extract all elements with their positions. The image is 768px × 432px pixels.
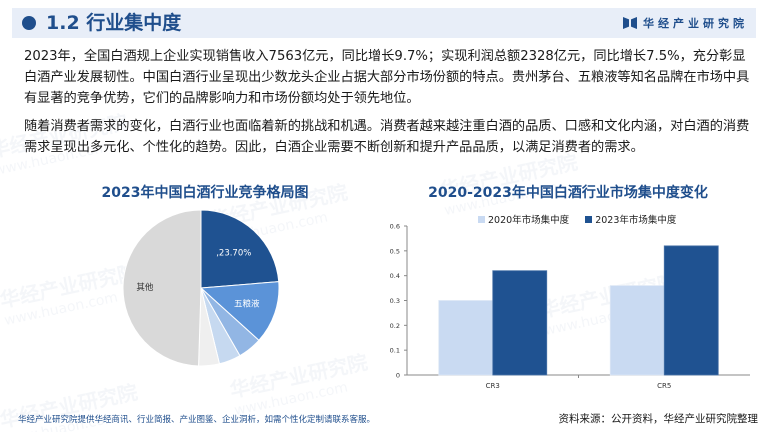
pie-slice — [199, 281, 280, 342]
legend-item-2023: 2023年市场集中度 — [585, 212, 676, 226]
bar-chart: 0 0.1 0.2 0.3 0.4 0.5 0.6 CR3 CR5 — [380, 220, 768, 400]
brand-name: 华经产业研究院 — [643, 17, 748, 30]
pie-slice-label: ,23.70% — [216, 248, 251, 258]
pie-slice-label: 五粮液 — [234, 299, 260, 310]
bar-cr3-0 — [438, 300, 494, 376]
y-tick-label: 0.4 — [390, 272, 400, 280]
body-paragraph-2: 随着消费者需求的变化，白酒行业也面临着新的挑战和机遇。消费者越来越注重白酒的品质… — [24, 119, 750, 155]
y-tick-label: 0.1 — [390, 347, 400, 355]
section-title: 1.2 行业集中度 — [46, 12, 182, 34]
pie-chart-svg: ,23.70% 五粮液 其他 — [122, 209, 280, 367]
legend-label-2020: 2020年市场集中度 — [488, 215, 570, 226]
bar-chart-svg: 0 0.1 0.2 0.3 0.4 0.5 0.6 CR3 CR5 — [390, 223, 750, 390]
x-tick-label: CR3 — [486, 382, 500, 390]
legend-swatch-2023 — [585, 215, 593, 223]
brand: 华经产业研究院 — [623, 15, 748, 31]
bullet-dot-icon — [22, 16, 36, 30]
footer-note: 华经产业研究院提供华经商讯、行业简报、产业图鉴、企业洞析，如需个性化定制请联系客… — [18, 415, 376, 425]
brand-logo-icon — [623, 17, 637, 29]
bar-cr5-0 — [609, 285, 665, 376]
legend-label-2023: 2023年市场集中度 — [595, 215, 677, 226]
section-header: 1.2 行业集中度 华经产业研究院 — [12, 8, 756, 38]
x-tick-label: CR5 — [657, 382, 671, 390]
pie-slice — [122, 209, 202, 367]
pie-slice-label: 其他 — [136, 282, 154, 293]
pie-chart-title: 2023年中国白酒行业竞争格局图 — [101, 185, 309, 201]
legend-swatch-2020 — [478, 215, 485, 223]
legend-item-2020: 2020年市场集中度 — [478, 212, 569, 226]
y-tick-label: 0.5 — [390, 247, 400, 255]
pie-chart: ,23.70% 五粮液 其他 — [110, 200, 300, 370]
bar-chart-title: 2020-2023年中国白酒行业市场集中度变化 — [428, 185, 708, 201]
source-note: 资料来源：公开资料，华经产业研究院整理 — [558, 413, 759, 425]
y-tick-label: 0.2 — [390, 322, 400, 330]
bar-cr5-1 — [663, 245, 719, 376]
y-tick-label: 0.3 — [390, 297, 400, 305]
bar-cr3-1 — [492, 270, 548, 376]
pie-slice — [200, 209, 280, 289]
y-tick-label: 0.6 — [390, 223, 400, 231]
bar-chart-legend: 2020年市场集中度 2023年市场集中度 — [478, 212, 676, 226]
y-tick-label: 0 — [396, 372, 400, 380]
body-paragraph-1: 2023年，全国白酒规上企业实现销售收入7563亿元，同比增长9.7%；实现利润… — [24, 49, 750, 106]
